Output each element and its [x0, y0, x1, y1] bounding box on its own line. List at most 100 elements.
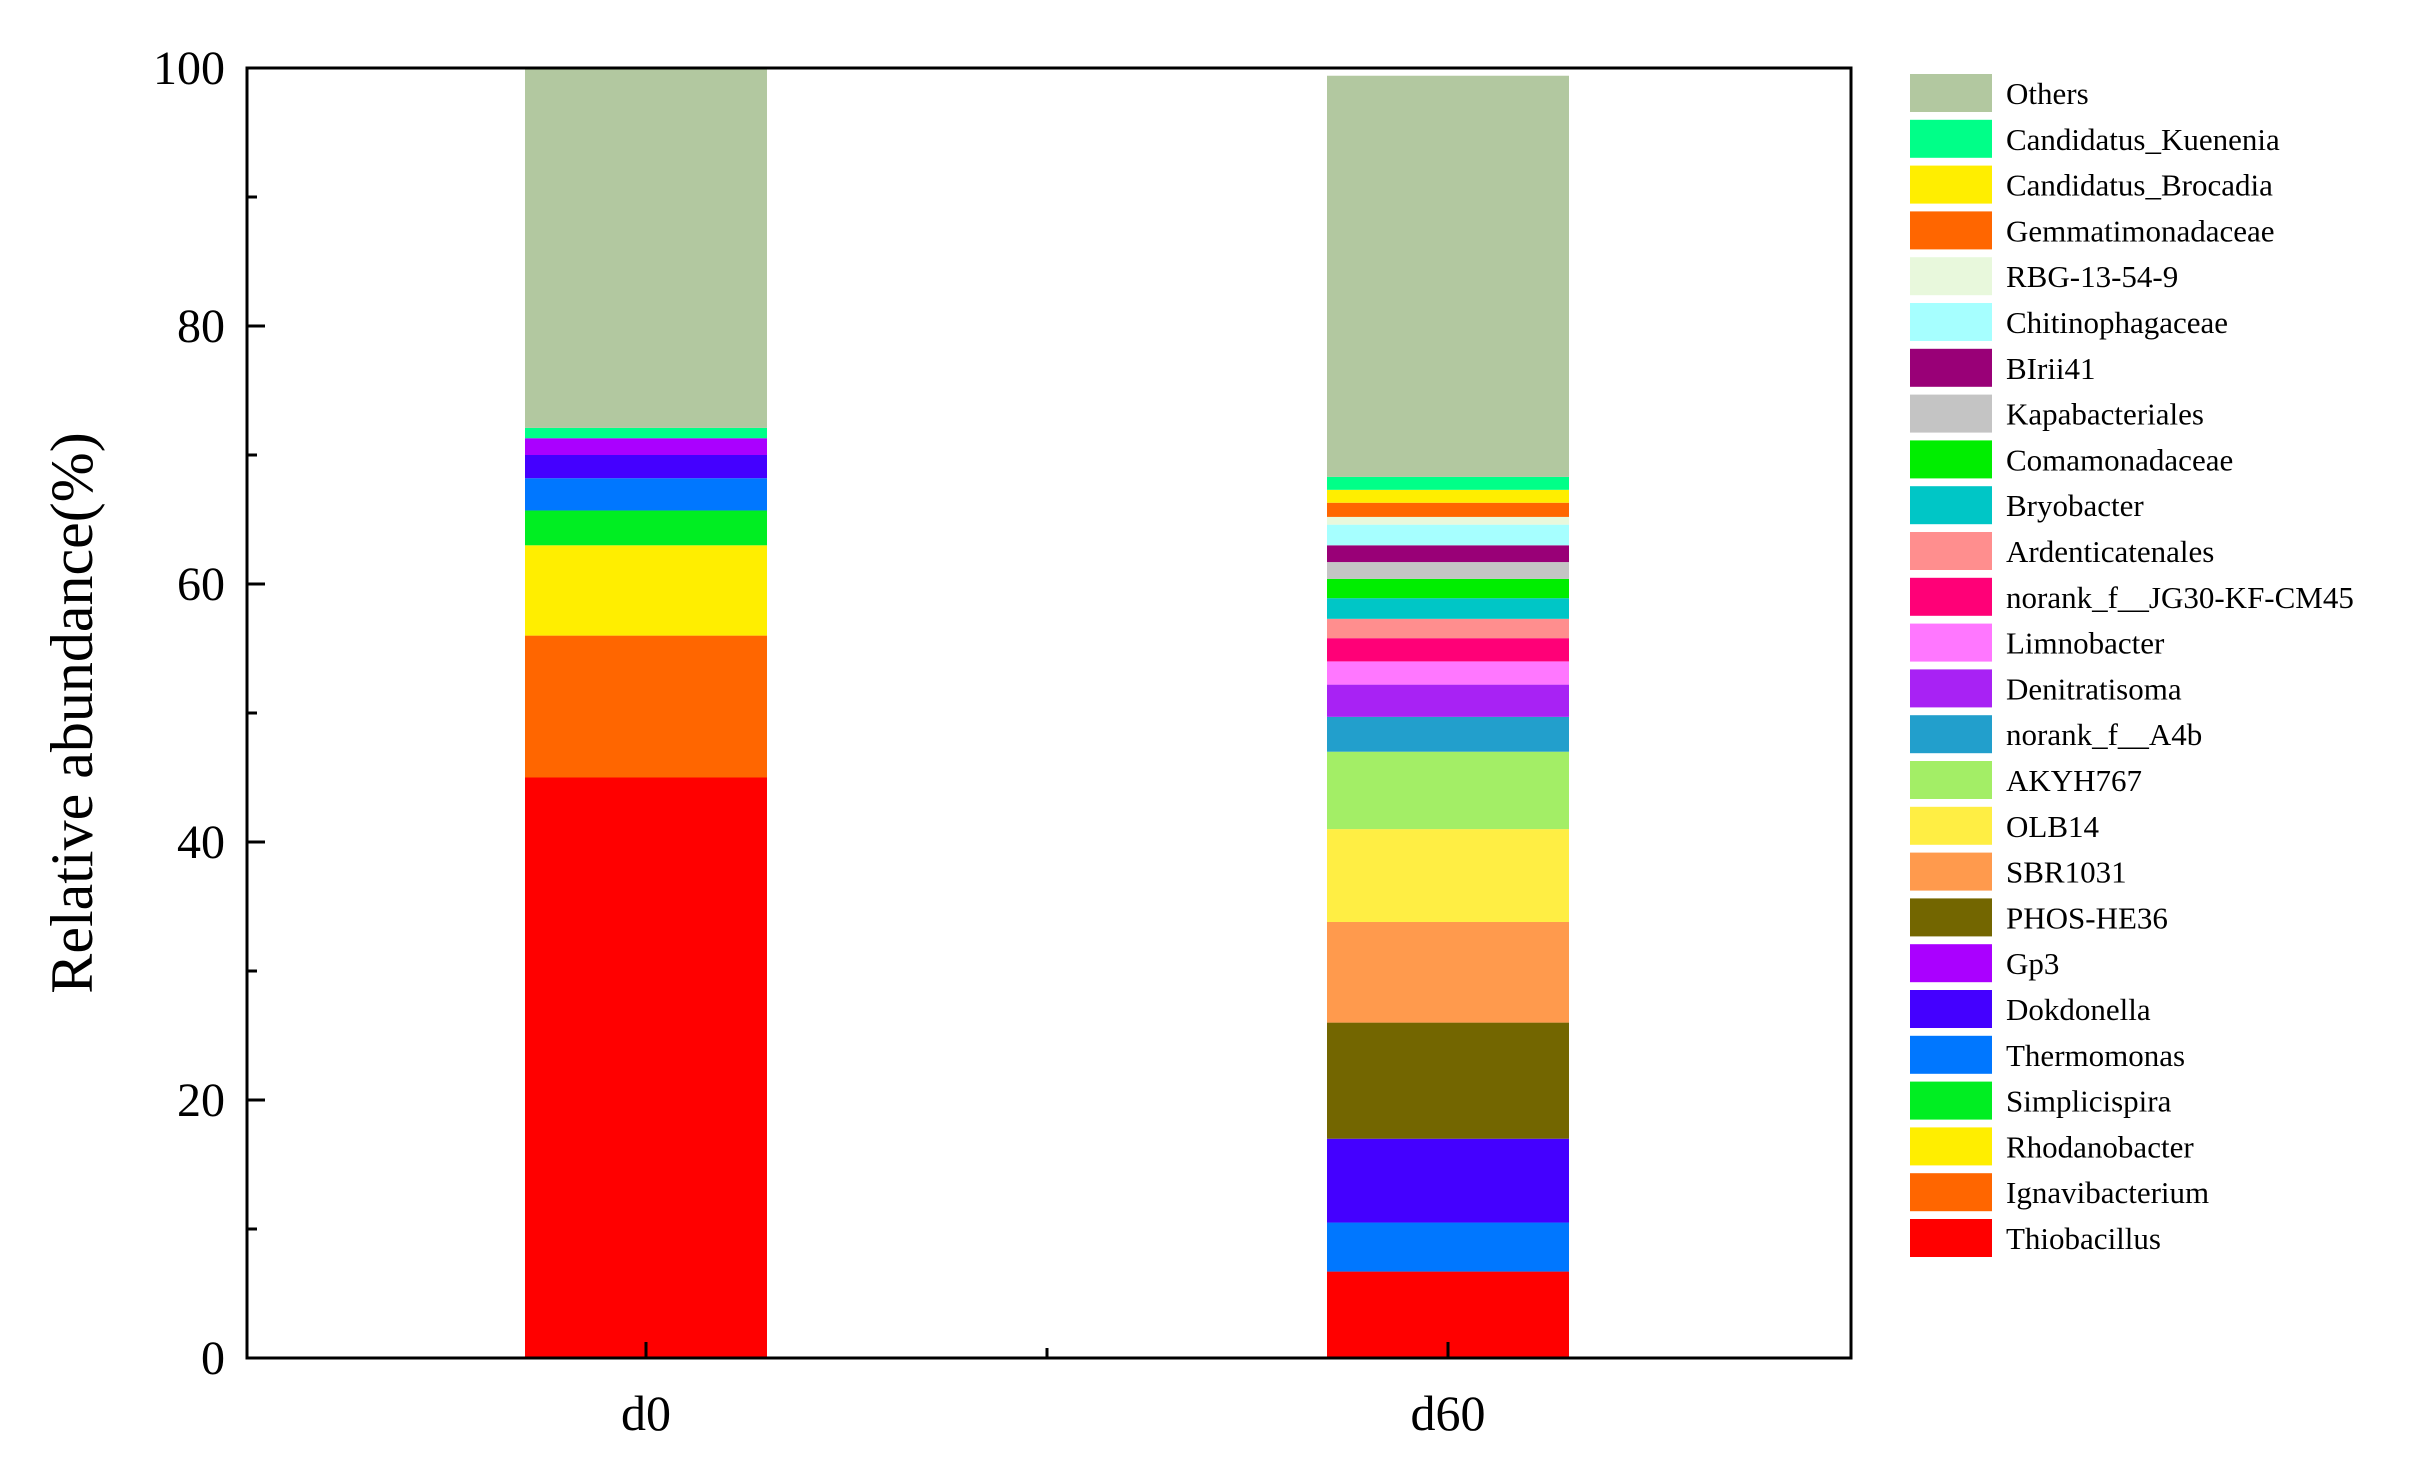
legend-swatch	[1910, 119, 1992, 158]
bar-segment-d0-4	[525, 478, 767, 511]
legend-item: norank_f__A4b	[1910, 715, 2202, 754]
bar-segment-d60-12	[1327, 684, 1569, 717]
legend-swatch	[1910, 577, 1992, 616]
bar-segment-d0-24	[525, 427, 767, 439]
legend-item: Candidatus_Kuenenia	[1910, 119, 2280, 158]
legend-swatch	[1910, 1035, 1992, 1074]
legend-label: Candidatus_Kuenenia	[2006, 122, 2280, 157]
legend-swatch	[1910, 1173, 1992, 1212]
legend-swatch	[1910, 532, 1992, 570]
bar-segment-d60-20	[1327, 524, 1569, 546]
legend-label: PHOS-HE36	[2006, 900, 2168, 935]
legend-label: norank_f__A4b	[2006, 717, 2202, 752]
legend-label: Limnobacter	[2006, 626, 2165, 661]
legend-label: Gemmatimonadaceae	[2006, 213, 2275, 248]
legend-label: AKYH767	[2006, 763, 2142, 798]
plot-frame	[245, 66, 1853, 1360]
legend-label: Ardenticatenales	[2006, 534, 2214, 569]
legend-label: Candidatus_Brocadia	[2006, 168, 2273, 203]
legend-label: Comamonadaceae	[2006, 442, 2233, 477]
legend-item: Kapabacteriales	[1910, 394, 2204, 433]
legend-item: Ignavibacterium	[1910, 1173, 2209, 1212]
legend-item: BIrii41	[1910, 348, 2096, 387]
bar-segment-d0-5	[525, 455, 767, 479]
legend-item: Limnobacter	[1910, 623, 2165, 662]
legend-item: SBR1031	[1910, 852, 2127, 891]
legend-swatch	[1910, 806, 1992, 845]
bar-segment-d0-0	[525, 777, 767, 1358]
legend-label: Kapabacteriales	[2006, 397, 2204, 432]
bar-segment-d60-18	[1327, 562, 1569, 579]
legend-label: Thermomonas	[2006, 1038, 2185, 1073]
legend-swatch	[1910, 990, 1992, 1028]
legend-item: AKYH767	[1910, 761, 2142, 799]
legend-swatch	[1910, 669, 1992, 708]
legend-item: Thermomonas	[1910, 1035, 2185, 1074]
legend-swatch	[1910, 486, 1992, 525]
legend-item: Denitratisoma	[1910, 669, 2182, 708]
bar-segment-d60-14	[1327, 638, 1569, 662]
bar-segment-d60-19	[1327, 545, 1569, 563]
legend-item: OLB14	[1910, 806, 2100, 845]
legend-swatch	[1910, 303, 1992, 341]
legend-swatch	[1910, 623, 1992, 662]
legend-label: RBG-13-54-9	[2006, 259, 2178, 294]
y-tick-label: 80	[177, 300, 225, 353]
legend-item: norank_f__JG30-KF-CM45	[1910, 577, 2354, 616]
legend-swatch	[1910, 74, 1992, 112]
legend-item: Gemmatimonadaceae	[1910, 211, 2275, 250]
legend-swatch	[1910, 898, 1992, 937]
legend-item: Chitinophagaceae	[1910, 303, 2228, 341]
x-tick-label-d0: d0	[621, 1385, 671, 1441]
bar-segment-d60-11	[1327, 716, 1569, 752]
legend-swatch	[1910, 1127, 1992, 1166]
legend-item: Ardenticatenales	[1910, 532, 2214, 570]
legend-label: Thiobacillus	[2006, 1221, 2161, 1256]
legend-label: Simplicispira	[2006, 1084, 2172, 1119]
legend-label: Dokdonella	[2006, 992, 2151, 1027]
bar-segment-d60-15	[1327, 618, 1569, 639]
bar-segment-d60-25	[1327, 75, 1569, 477]
bar-segment-d60-4	[1327, 1222, 1569, 1272]
legend-label: Rhodanobacter	[2006, 1129, 2194, 1164]
bar-segment-d60-13	[1327, 661, 1569, 685]
y-tick-label: 0	[201, 1332, 225, 1385]
bar-segment-d60-16	[1327, 598, 1569, 619]
legend-label: Ignavibacterium	[2006, 1175, 2209, 1210]
legend-label: norank_f__JG30-KF-CM45	[2006, 580, 2354, 615]
legend-swatch	[1910, 348, 1992, 387]
bar-segment-d60-24	[1327, 476, 1569, 490]
legend-swatch	[1910, 1081, 1992, 1120]
legend-label: Others	[2006, 76, 2089, 111]
bar-segment-d60-5	[1327, 1138, 1569, 1223]
legend-item: Candidatus_Brocadia	[1910, 165, 2273, 204]
legend-swatch	[1910, 1219, 1992, 1257]
bars	[525, 68, 1569, 1358]
bar-segment-d60-22	[1327, 502, 1569, 517]
legend-swatch	[1910, 257, 1992, 296]
legend-label: Denitratisoma	[2006, 671, 2182, 706]
legend-swatch	[1910, 715, 1992, 754]
legend-label: Bryobacter	[2006, 488, 2144, 523]
bar-segment-d60-17	[1327, 578, 1569, 599]
legend-item: Comamonadaceae	[1910, 440, 2233, 479]
legend-label: BIrii41	[2006, 351, 2096, 386]
y-tick-label: 20	[177, 1074, 225, 1127]
bar-segment-d60-8	[1327, 921, 1569, 1023]
legend-item: Others	[1910, 74, 2089, 112]
legend-label: Chitinophagaceae	[2006, 305, 2228, 340]
bar-segment-d0-2	[525, 545, 767, 636]
legend: Others Candidatus_Kuenenia Candidatus_Broc…	[1910, 74, 2354, 1257]
legend-swatch	[1910, 394, 1992, 433]
bar-segment-d0-6	[525, 438, 767, 455]
legend-swatch	[1910, 852, 1992, 891]
legend-item: Thiobacillus	[1910, 1219, 2161, 1257]
legend-item: Rhodanobacter	[1910, 1127, 2194, 1166]
y-axis-title: Relative abundance(%)	[39, 432, 105, 993]
legend-item: Dokdonella	[1910, 990, 2151, 1028]
legend-label: SBR1031	[2006, 855, 2127, 890]
bar-segment-d0-1	[525, 635, 767, 778]
legend-item: Simplicispira	[1910, 1081, 2172, 1120]
legend-item: Bryobacter	[1910, 486, 2144, 525]
